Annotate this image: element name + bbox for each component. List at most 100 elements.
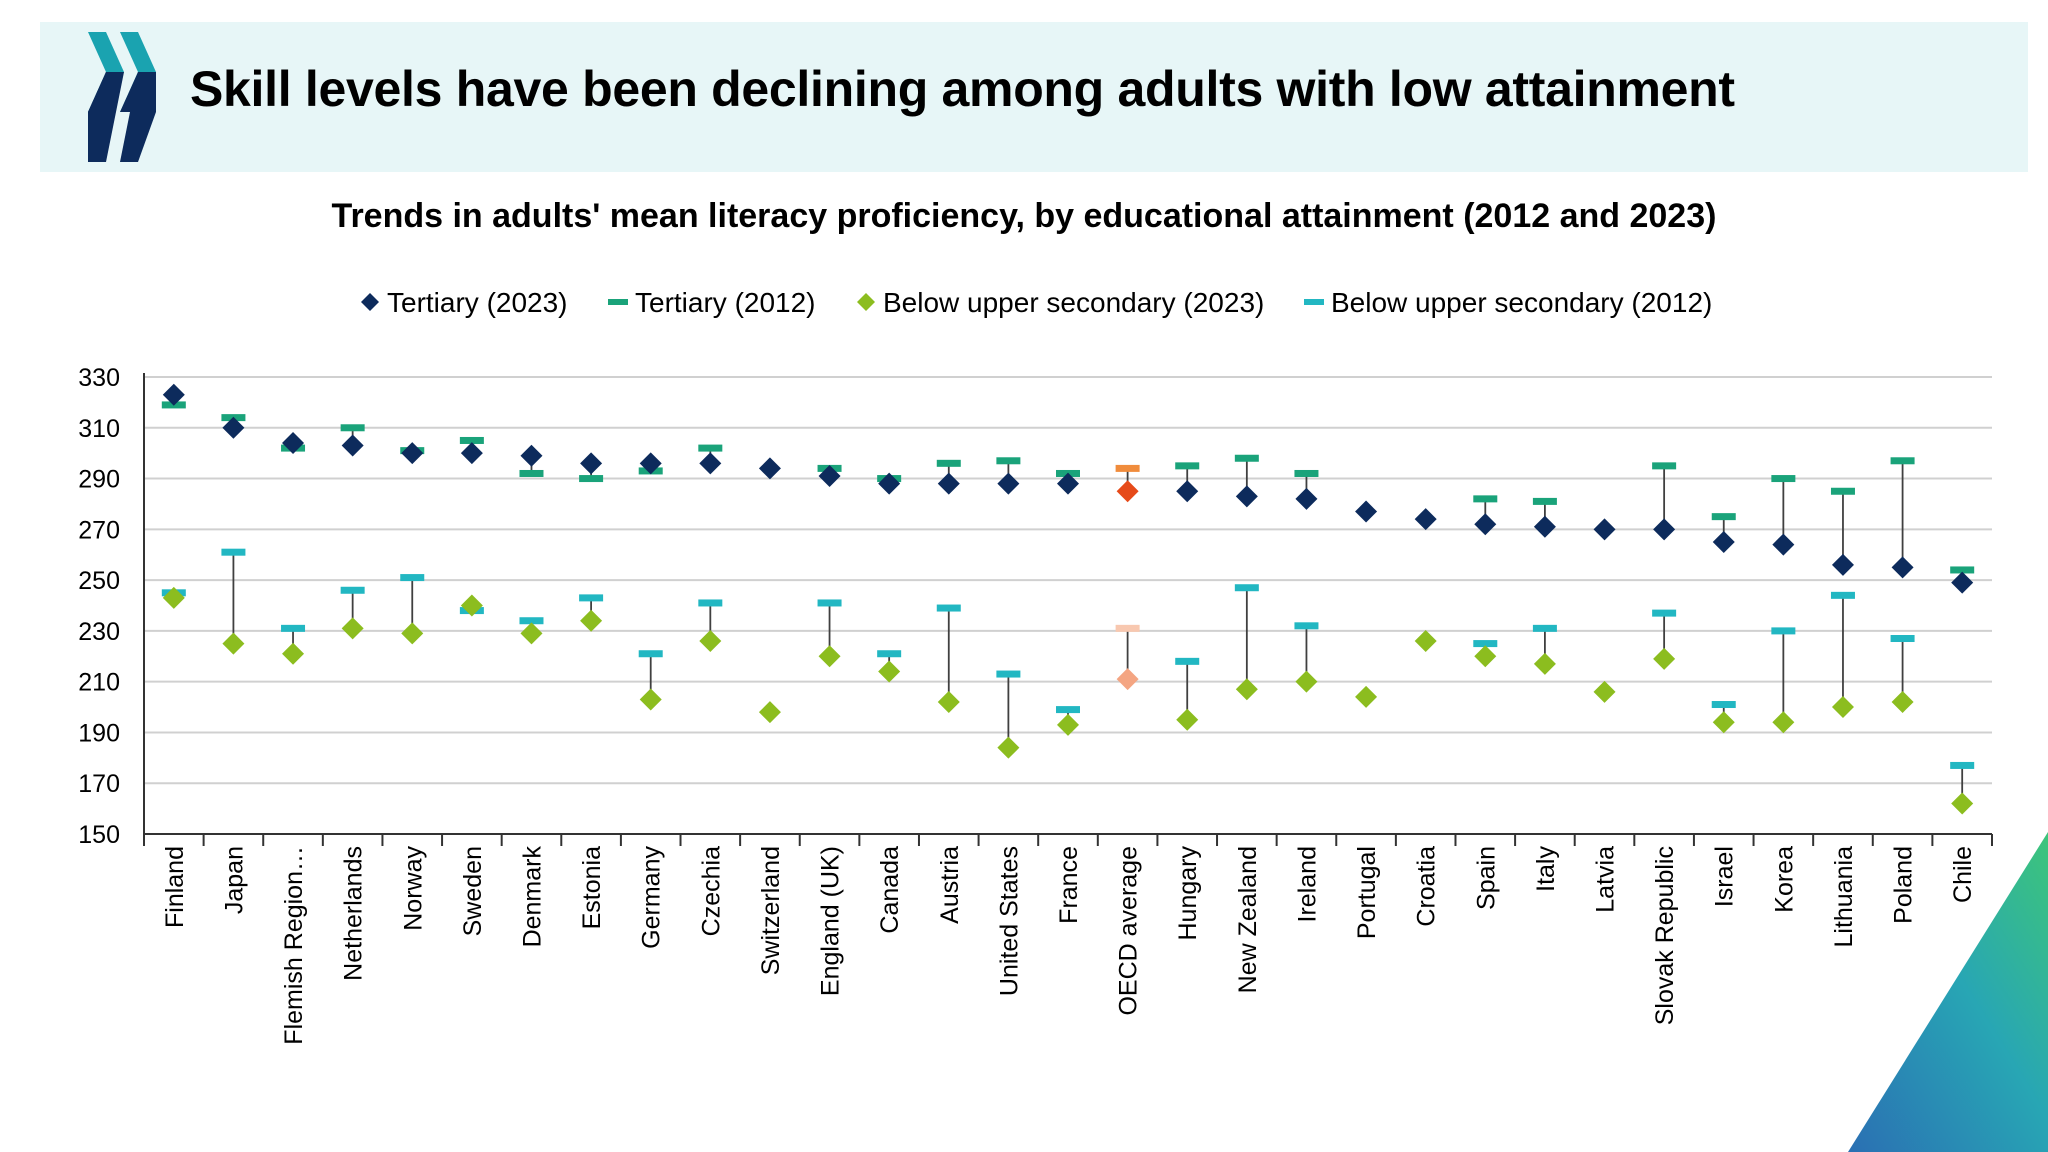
y-tick-label: 250 xyxy=(78,567,120,595)
below-upper-2023-marker xyxy=(699,630,722,653)
tertiary-2023-marker xyxy=(1474,513,1497,536)
legend-dash-icon xyxy=(608,299,628,305)
below-upper-2012-marker xyxy=(936,604,961,612)
tertiary-2023-marker xyxy=(580,452,603,475)
below-upper-2023-marker xyxy=(1712,711,1735,734)
tertiary-2012-marker xyxy=(1115,464,1140,472)
corner-decoration xyxy=(1848,832,2048,1152)
below-upper-2012-marker xyxy=(638,650,663,658)
category-label: Norway xyxy=(399,846,427,931)
y-tick-label: 270 xyxy=(78,516,120,544)
legend-item: Below upper secondary (2023) xyxy=(857,287,1264,318)
tertiary-2023-marker xyxy=(1951,571,1974,594)
tertiary-2023-marker xyxy=(758,457,781,480)
tertiary-2023-marker xyxy=(460,442,483,465)
category-label: United States xyxy=(995,846,1023,996)
tertiary-2023-marker xyxy=(937,472,960,495)
category-label: Canada xyxy=(876,846,904,934)
below-upper-2023-marker xyxy=(401,622,424,645)
tertiary-2023-marker xyxy=(1653,518,1676,541)
category-label: Netherlands xyxy=(340,846,368,981)
below-upper-2012-marker xyxy=(519,617,544,625)
tertiary-2023-marker xyxy=(1772,533,1795,556)
category-label: Croatia xyxy=(1413,846,1441,927)
tertiary-2012-marker xyxy=(936,459,961,467)
legend-label: Tertiary (2012) xyxy=(635,287,816,318)
tertiary-2023-marker xyxy=(878,472,901,495)
tertiary-2023-marker xyxy=(1593,518,1616,541)
below-upper-2023-marker xyxy=(162,586,185,609)
tertiary-2012-marker xyxy=(519,469,544,477)
legend-item: Tertiary (2023) xyxy=(361,287,568,318)
tertiary-2023-marker xyxy=(818,465,841,488)
category-label: Israel xyxy=(1711,846,1739,907)
below-upper-2012-marker xyxy=(1294,622,1319,630)
category-label: Poland xyxy=(1890,846,1918,924)
y-tick-label: 330 xyxy=(78,364,120,392)
tertiary-2012-marker xyxy=(1711,513,1736,521)
y-tick-label: 190 xyxy=(78,719,120,747)
category-label: France xyxy=(1055,846,1083,924)
category-label: Italy xyxy=(1532,846,1560,892)
legend-diamond-icon xyxy=(857,293,875,311)
category-label: Finland xyxy=(161,846,189,928)
below-upper-2012-marker xyxy=(579,594,604,602)
below-upper-2023-marker xyxy=(1057,713,1079,736)
below-upper-2023-marker xyxy=(758,701,781,724)
below-upper-2023-marker xyxy=(1533,652,1556,675)
category-label: Czechia xyxy=(697,846,725,936)
below-upper-2023-marker xyxy=(1772,711,1795,734)
tertiary-2012-marker xyxy=(698,444,723,452)
legend-diamond-icon xyxy=(361,293,379,311)
category-label: Estonia xyxy=(578,846,606,929)
tertiary-2012-marker xyxy=(1532,497,1557,505)
y-tick-label: 310 xyxy=(78,415,120,443)
tertiary-2023-marker xyxy=(639,452,662,475)
legend-label: Below upper secondary (2023) xyxy=(883,287,1264,318)
y-tick-label: 290 xyxy=(78,466,120,494)
below-upper-2023-marker xyxy=(282,642,305,665)
tertiary-2023-marker xyxy=(282,432,305,455)
below-upper-2012-marker xyxy=(1115,624,1140,632)
tertiary-2012-marker xyxy=(1652,462,1677,470)
category-label: Ireland xyxy=(1293,846,1321,922)
tertiary-2023-marker xyxy=(1057,472,1079,495)
tertiary-2012-marker xyxy=(579,475,604,483)
below-upper-2012-marker xyxy=(996,670,1021,678)
below-upper-2023-marker xyxy=(639,688,662,711)
category-label: Switzerland xyxy=(757,846,785,975)
tertiary-2023-marker xyxy=(1891,556,1914,579)
below-upper-2023-marker xyxy=(1593,680,1616,703)
below-upper-2012-marker xyxy=(1950,761,1975,769)
below-upper-2023-marker xyxy=(1653,647,1676,670)
below-upper-2012-marker xyxy=(1532,624,1557,632)
below-upper-2012-marker xyxy=(1830,591,1855,599)
below-upper-2023-marker xyxy=(1474,645,1497,668)
category-label: Lithuania xyxy=(1830,846,1858,948)
category-label: England (UK) xyxy=(817,846,845,996)
category-label: Portugal xyxy=(1353,846,1381,939)
tertiary-2023-marker xyxy=(1831,553,1854,576)
page-title: Skill levels have been declining among a… xyxy=(190,61,1735,117)
tertiary-2023-marker xyxy=(699,452,722,475)
below-upper-2012-marker xyxy=(1175,657,1200,665)
tertiary-2023-marker xyxy=(401,442,424,465)
tertiary-2023-marker xyxy=(1414,508,1437,531)
tertiary-2023-marker xyxy=(1355,500,1378,523)
category-label: Korea xyxy=(1770,846,1798,913)
below-upper-2023-marker xyxy=(460,594,483,617)
below-upper-2023-marker xyxy=(1831,696,1854,719)
y-tick-label: 150 xyxy=(78,821,120,849)
tertiary-2012-marker xyxy=(340,424,365,432)
below-upper-2012-marker xyxy=(698,599,723,607)
below-upper-2012-marker xyxy=(1711,701,1736,709)
category-label: OECD average xyxy=(1115,846,1143,1016)
below-upper-2012-marker xyxy=(1056,706,1080,714)
below-upper-2023-marker xyxy=(1295,670,1318,693)
tertiary-2023-marker xyxy=(222,416,245,439)
y-tick-label: 230 xyxy=(78,618,120,646)
category-label: Sweden xyxy=(459,846,487,936)
below-upper-2023-marker xyxy=(520,622,543,645)
below-upper-2023-marker xyxy=(1414,630,1437,653)
